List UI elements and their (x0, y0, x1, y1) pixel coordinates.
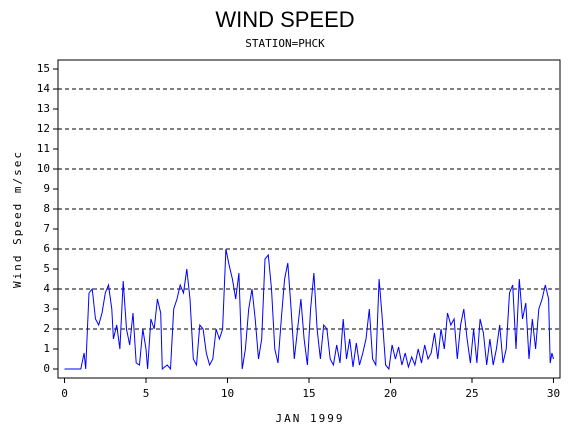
y-tick-label: 8 (43, 202, 50, 215)
chart-title: WIND SPEED (215, 7, 354, 32)
y-tick-label: 9 (43, 182, 50, 195)
y-tick-label: 2 (43, 322, 50, 335)
x-tick-label: 20 (384, 387, 397, 400)
x-tick-label: 5 (143, 387, 150, 400)
y-tick-label: 13 (37, 102, 50, 115)
y-tick-label: 7 (43, 222, 50, 235)
y-tick-label: 14 (37, 82, 51, 95)
y-tick-label: 15 (37, 62, 50, 75)
x-tick-label: 15 (302, 387, 315, 400)
x-tick-label: 30 (547, 387, 560, 400)
x-axis-label: JAN 1999 (276, 412, 345, 425)
y-axis-label: Wind Speed m/sec (11, 150, 24, 288)
y-tick-label: 3 (43, 302, 50, 315)
y-tick-label: 1 (43, 342, 50, 355)
x-tick-label: 10 (221, 387, 234, 400)
y-tick-label: 12 (37, 122, 50, 135)
x-tick-label: 0 (61, 387, 68, 400)
y-tick-label: 0 (43, 362, 50, 375)
x-tick-label: 25 (465, 387, 478, 400)
y-tick-label: 11 (37, 142, 50, 155)
y-tick-label: 6 (43, 242, 50, 255)
y-tick-label: 4 (43, 282, 50, 295)
y-tick-label: 10 (37, 162, 50, 175)
y-tick-label: 5 (43, 262, 50, 275)
data-line (64, 248, 554, 371)
chart-subtitle: STATION=PHCK (245, 37, 325, 50)
